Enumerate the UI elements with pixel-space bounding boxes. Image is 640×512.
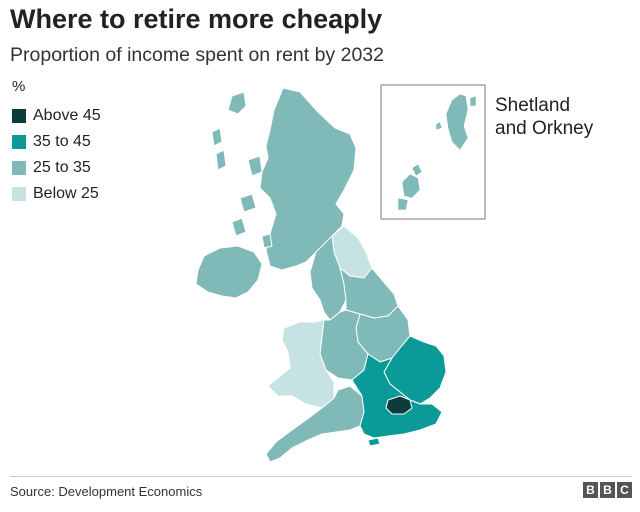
inset-shetland-isle — [469, 95, 477, 107]
region-hebrides-north — [227, 91, 247, 115]
footer-divider — [10, 476, 632, 477]
legend-swatch-25-to-35 — [12, 161, 26, 175]
legend-swatch-35-to-45 — [12, 135, 26, 149]
inset-box — [380, 84, 486, 220]
region-hebrides-mid — [211, 127, 223, 147]
legend-label-below-25: Below 25 — [33, 185, 99, 202]
inset-orkney-south — [397, 197, 409, 211]
region-mull — [239, 193, 257, 213]
legend-swatch-below-25 — [12, 187, 26, 201]
legend-unit: % — [12, 78, 26, 95]
legend-item-35-to-45: 35 to 45 — [12, 129, 101, 155]
region-skye — [247, 155, 263, 177]
bbc-logo-block-3: C — [617, 482, 632, 498]
bbc-logo-block-2: B — [600, 482, 615, 498]
inset-label-line2: and Orkney — [495, 118, 594, 139]
region-islay — [231, 217, 247, 237]
region-south-east — [351, 353, 443, 439]
bbc-logo: B B C — [583, 482, 632, 498]
inset-label: Shetland and Orkney — [495, 94, 625, 140]
legend: % Above 45 35 to 45 25 to 35 Below 25 — [12, 78, 101, 207]
legend-item-25-to-35: 25 to 35 — [12, 155, 101, 181]
legend-label-25-to-35: 25 to 35 — [33, 159, 91, 176]
inset-orkney-mainland — [401, 173, 421, 199]
inset-fair-isle — [435, 121, 443, 131]
legend-label-above-45: Above 45 — [33, 107, 101, 124]
legend-item-below-25: Below 25 — [12, 181, 101, 207]
region-hebrides-south — [215, 149, 227, 171]
source-note: Source: Development Economics — [10, 484, 203, 499]
region-scotland — [259, 87, 357, 271]
legend-swatch-above-45 — [12, 109, 26, 123]
inset-shetland — [445, 93, 469, 151]
inset-orkney-north — [411, 163, 423, 177]
region-london — [385, 395, 413, 415]
region-isle-of-wight — [367, 437, 381, 447]
region-northern-ireland — [195, 245, 263, 299]
region-south-west — [265, 385, 365, 463]
inset-label-line1: Shetland — [495, 95, 571, 116]
page-subtitle: Proportion of income spent on rent by 20… — [10, 44, 384, 66]
bbc-logo-block-1: B — [583, 482, 598, 498]
legend-label-35-to-45: 35 to 45 — [33, 133, 91, 150]
legend-item-above-45: Above 45 — [12, 103, 101, 129]
region-arran — [261, 233, 273, 249]
page-title: Where to retire more cheaply — [10, 4, 383, 34]
